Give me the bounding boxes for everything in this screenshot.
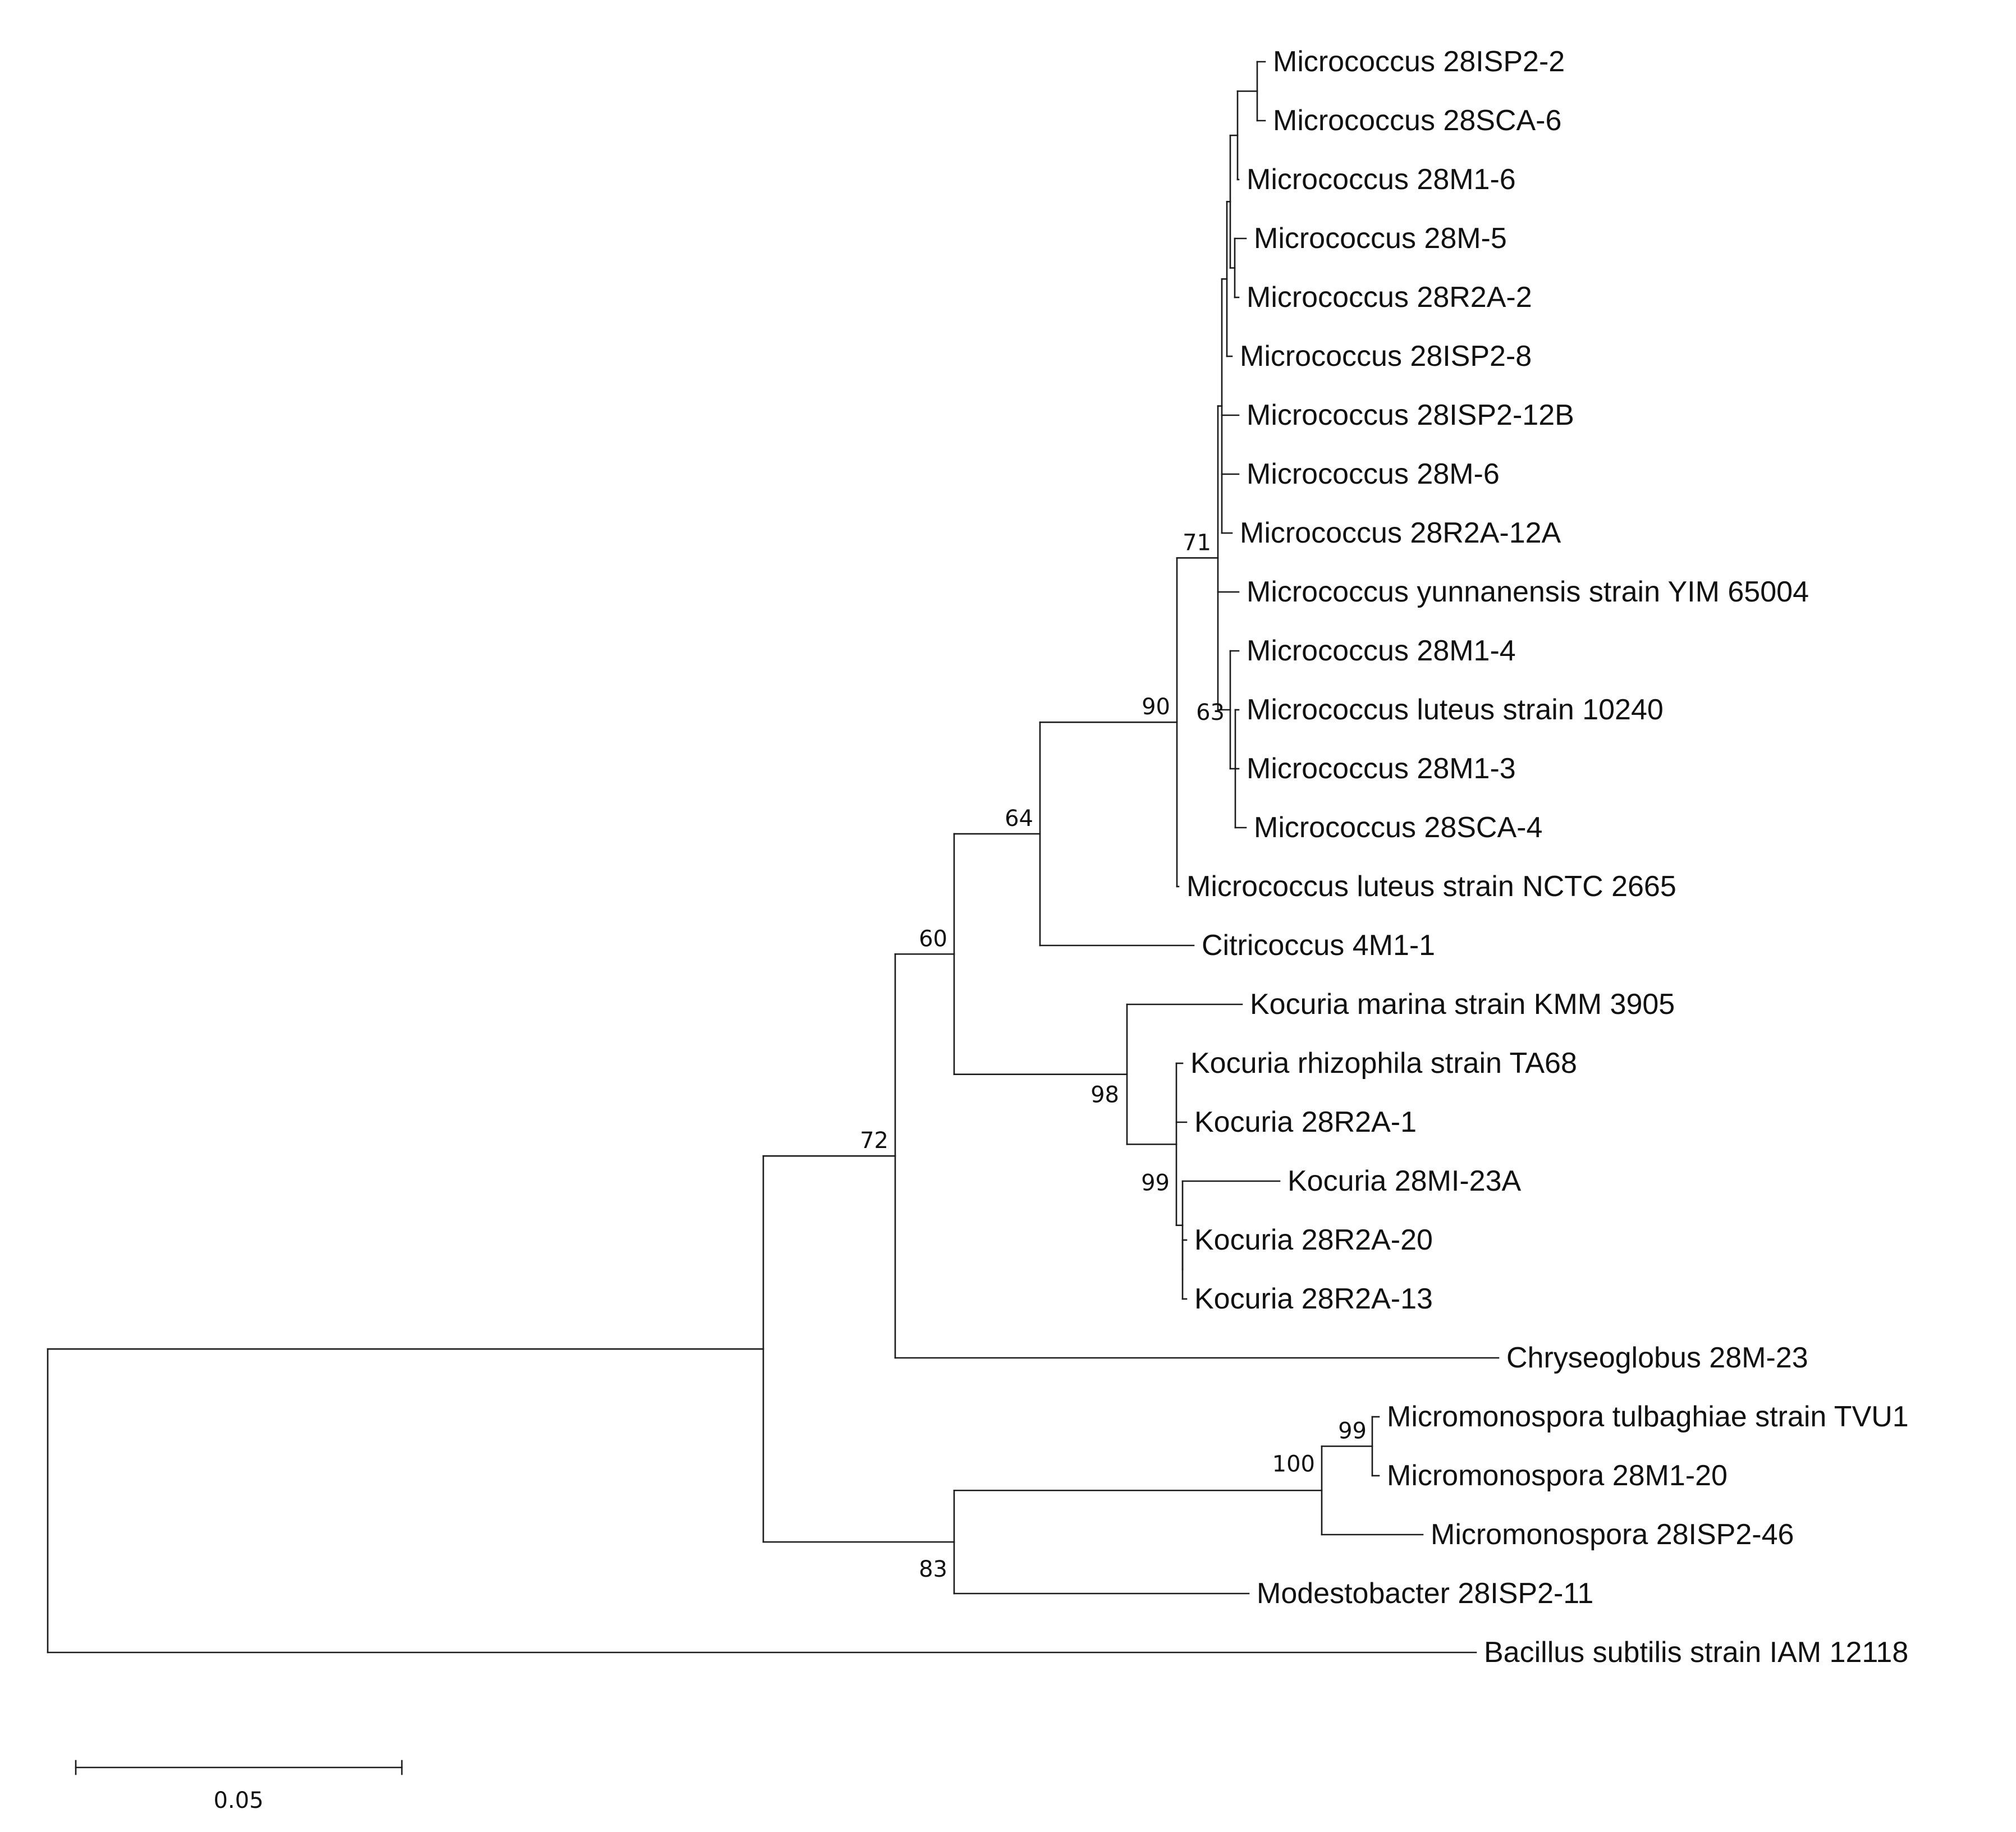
bootstrap-value-micrococcus_clade: 90	[1142, 694, 1170, 720]
leaf-label: Micrococcus 28M1-4	[1247, 635, 1516, 667]
leaf-label: Micrococcus yunnanensis strain YIM 65004	[1247, 576, 1809, 608]
bootstrap-value-micromonospora_pair: 99	[1338, 1418, 1367, 1444]
leaf-label: Micrococcus luteus strain NCTC 2665	[1186, 870, 1676, 903]
bootstrap-value-kocuria_clade: 98	[1091, 1082, 1119, 1108]
bootstrap-value-kocuria_subclade: 99	[1141, 1170, 1170, 1196]
bootstrap-value-micrococcaceae: 64	[1005, 806, 1033, 832]
bootstrap-value-luteus_subclade: 63	[1196, 700, 1225, 726]
leaf-label: Micrococcus 28M-5	[1254, 222, 1507, 255]
leaf-label: Kocuria 28R2A-13	[1194, 1283, 1433, 1315]
bootstrap-value-micrococcus_core: 71	[1183, 530, 1211, 555]
tree-branches	[47, 61, 1500, 1654]
leaf-label: Chryseoglobus 28M-23	[1506, 1342, 1808, 1374]
leaf-label: Micrococcus 28ISP2-12B	[1247, 399, 1574, 431]
leaf-label: Micromonospora 28ISP2-46	[1431, 1518, 1794, 1551]
leaf-label: Bacillus subtilis strain IAM 12118	[1484, 1636, 1908, 1669]
scale-bar: 0.05	[75, 1760, 403, 1813]
leaf-label: Kocuria marina strain KMM 3905	[1250, 988, 1675, 1021]
leaf-label: Kocuria 28R2A-20	[1194, 1224, 1433, 1256]
bootstrap-values: 71 90 64 60 72 63 98 99 99 100 83	[860, 530, 1367, 1582]
bootstrap-value-micromonospora_clade: 100	[1272, 1451, 1315, 1477]
bootstrap-value-micromonospora_modestobacter: 83	[919, 1556, 947, 1582]
bootstrap-value-micrococcales: 72	[860, 1128, 888, 1154]
leaf-label: Citricoccus 4M1-1	[1202, 929, 1435, 962]
leaf-label: Modestobacter 28ISP2-11	[1257, 1577, 1593, 1610]
leaf-label: Micrococcus 28M1-6	[1247, 163, 1516, 196]
leaf-labels: Micrococcus 28ISP2-2 Micrococcus 28SCA-6 M…	[1186, 45, 1909, 1669]
leaf-label: Micrococcus 28R2A-2	[1247, 281, 1532, 314]
leaf-label: Micrococcus 28M-6	[1247, 458, 1500, 490]
leaf-label: Micrococcus luteus strain 10240	[1247, 694, 1664, 726]
leaf-label: Kocuria 28MI-23A	[1288, 1165, 1522, 1197]
leaf-label: Micrococcus 28M1-3	[1247, 752, 1516, 785]
leaf-label: Kocuria 28R2A-1	[1194, 1106, 1417, 1138]
bootstrap-value-micrococcaceae_kocuria: 60	[919, 926, 947, 952]
leaf-label: Kocuria rhizophila strain TA68	[1190, 1047, 1577, 1080]
scale-bar-label: 0.05	[213, 1788, 263, 1813]
leaf-label: Micromonospora 28M1-20	[1387, 1459, 1728, 1492]
leaf-label: Micromonospora tulbaghiae strain TVU1	[1387, 1401, 1909, 1433]
leaf-label: Micrococcus 28SCA-6	[1273, 104, 1561, 137]
leaf-label: Micrococcus 28SCA-4	[1254, 811, 1542, 844]
leaf-label: Micrococcus 28ISP2-2	[1273, 45, 1565, 78]
leaf-label: Micrococcus 28ISP2-8	[1240, 340, 1532, 373]
leaf-label: Micrococcus 28R2A-12A	[1240, 517, 1561, 549]
